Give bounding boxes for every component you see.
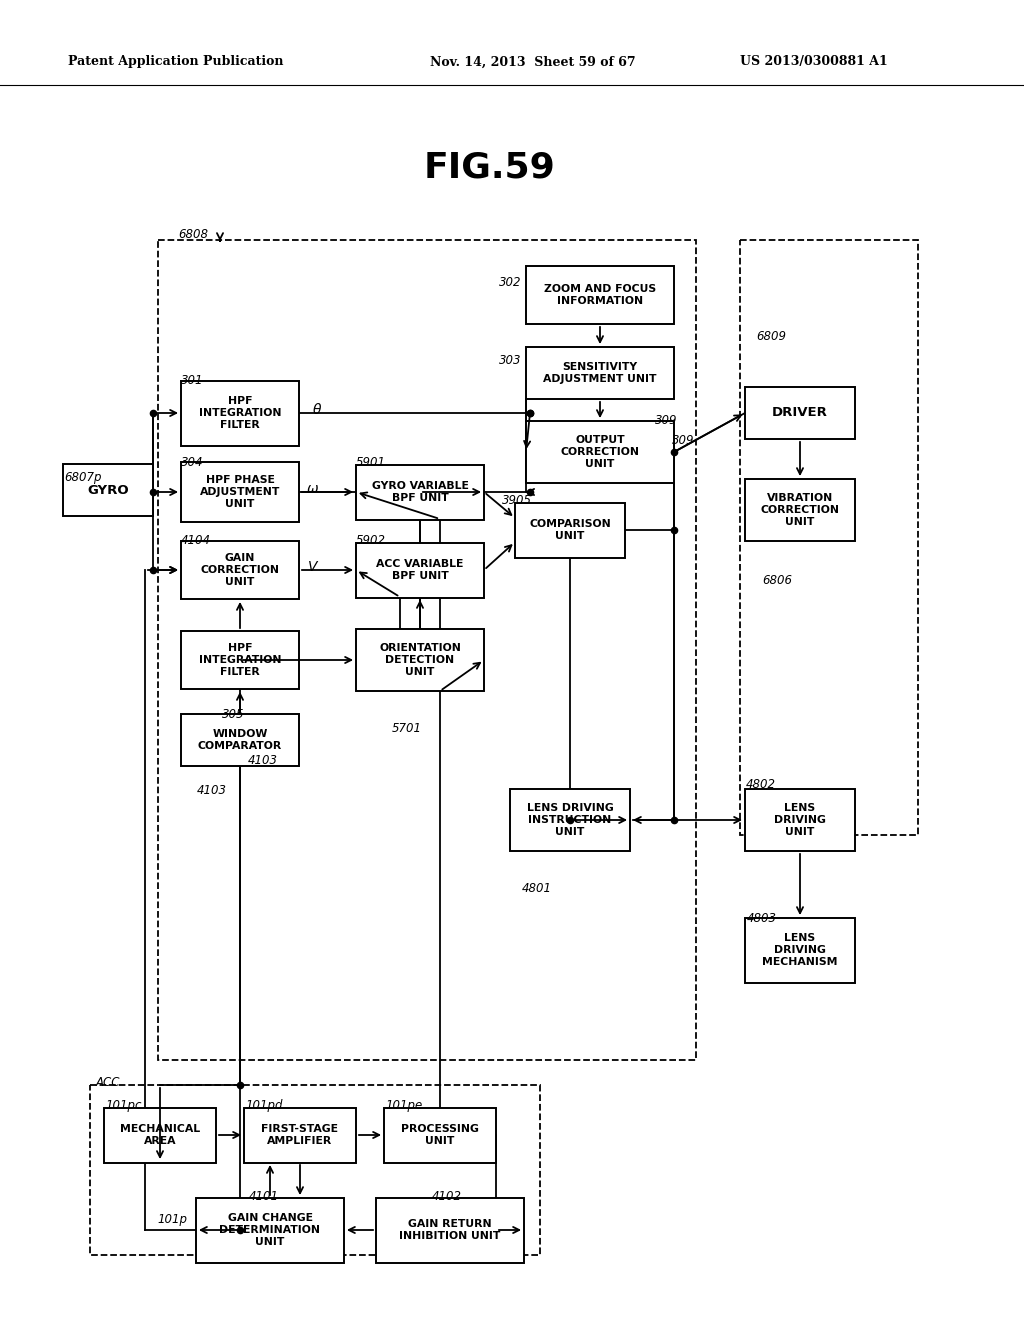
Text: 6807p: 6807p — [63, 471, 101, 484]
Bar — [181, 462, 299, 521]
Bar — [510, 789, 630, 851]
Text: GAIN
CORRECTION
UNIT: GAIN CORRECTION UNIT — [201, 553, 280, 586]
Text: 4102: 4102 — [432, 1189, 462, 1203]
Bar — [181, 541, 299, 599]
Text: $V$: $V$ — [307, 560, 319, 574]
Text: GYRO VARIABLE
BPF UNIT: GYRO VARIABLE BPF UNIT — [372, 482, 468, 503]
Bar — [196, 1197, 344, 1262]
Text: 302: 302 — [499, 276, 521, 289]
Bar — [181, 714, 299, 766]
Text: 309: 309 — [672, 433, 694, 446]
Text: $\theta$: $\theta$ — [312, 401, 323, 417]
Bar — [181, 631, 299, 689]
Text: 301: 301 — [181, 374, 204, 387]
Bar — [745, 789, 855, 851]
Bar — [526, 347, 674, 399]
Text: 3905: 3905 — [502, 494, 532, 507]
Text: LENS
DRIVING
UNIT: LENS DRIVING UNIT — [774, 804, 826, 837]
Text: LENS
DRIVING
MECHANISM: LENS DRIVING MECHANISM — [762, 933, 838, 966]
Text: MECHANICAL
AREA: MECHANICAL AREA — [120, 1125, 200, 1146]
Text: ACC VARIABLE
BPF UNIT: ACC VARIABLE BPF UNIT — [376, 560, 464, 581]
Text: $\omega$: $\omega$ — [306, 482, 319, 496]
Text: 4101: 4101 — [249, 1189, 279, 1203]
Text: HPF PHASE
ADJUSTMENT
UNIT: HPF PHASE ADJUSTMENT UNIT — [200, 475, 281, 508]
Bar — [356, 630, 484, 690]
Bar — [244, 1107, 356, 1163]
Text: FIG.59: FIG.59 — [424, 150, 556, 185]
Text: 4803: 4803 — [746, 912, 777, 924]
Text: US 2013/0300881 A1: US 2013/0300881 A1 — [740, 55, 888, 69]
Text: ACC: ACC — [96, 1076, 121, 1089]
Bar — [376, 1197, 524, 1262]
Text: 4802: 4802 — [746, 777, 776, 791]
Text: HPF
INTEGRATION
FILTER: HPF INTEGRATION FILTER — [199, 643, 282, 677]
Text: Nov. 14, 2013  Sheet 59 of 67: Nov. 14, 2013 Sheet 59 of 67 — [430, 55, 636, 69]
Bar — [526, 421, 674, 483]
Text: LENS DRIVING
INSTRUCTION
UNIT: LENS DRIVING INSTRUCTION UNIT — [526, 804, 613, 837]
Bar — [515, 503, 625, 557]
Bar — [745, 387, 855, 440]
Bar — [90, 1085, 540, 1255]
Text: 101p: 101p — [157, 1213, 187, 1226]
Text: 101pd: 101pd — [245, 1100, 283, 1113]
Text: Patent Application Publication: Patent Application Publication — [68, 55, 284, 69]
Text: 5901: 5901 — [356, 455, 386, 469]
Text: GYRO: GYRO — [87, 483, 129, 496]
Text: FIRST-STAGE
AMPLIFIER: FIRST-STAGE AMPLIFIER — [261, 1125, 339, 1146]
Text: GAIN CHANGE
DETERMINATION
UNIT: GAIN CHANGE DETERMINATION UNIT — [219, 1213, 321, 1246]
Bar — [526, 267, 674, 323]
Bar — [745, 917, 855, 982]
Bar — [181, 380, 299, 446]
Text: 304: 304 — [181, 455, 204, 469]
Text: DRIVER: DRIVER — [772, 407, 828, 420]
Text: 5902: 5902 — [356, 533, 386, 546]
Text: 6809: 6809 — [756, 330, 786, 342]
Bar — [745, 479, 855, 541]
Text: 4801: 4801 — [522, 882, 552, 895]
Text: 4103: 4103 — [248, 754, 278, 767]
Text: 101pc: 101pc — [105, 1100, 141, 1113]
Text: 5701: 5701 — [392, 722, 422, 734]
Text: WINDOW
COMPARATOR: WINDOW COMPARATOR — [198, 729, 283, 751]
Text: 4103: 4103 — [197, 784, 227, 796]
Text: OUTPUT
CORRECTION
UNIT: OUTPUT CORRECTION UNIT — [560, 436, 640, 469]
Text: 6806: 6806 — [762, 573, 792, 586]
Text: PROCESSING
UNIT: PROCESSING UNIT — [401, 1125, 479, 1146]
Text: 303: 303 — [499, 354, 521, 367]
Bar — [63, 465, 153, 516]
Bar — [356, 543, 484, 598]
Text: ORIENTATION
DETECTION
UNIT: ORIENTATION DETECTION UNIT — [379, 643, 461, 677]
Text: GAIN RETURN
INHIBITION UNIT: GAIN RETURN INHIBITION UNIT — [399, 1220, 501, 1241]
Text: ZOOM AND FOCUS
INFORMATION: ZOOM AND FOCUS INFORMATION — [544, 284, 656, 306]
Text: 6808: 6808 — [178, 227, 208, 240]
Text: 4104: 4104 — [181, 533, 211, 546]
Text: 305: 305 — [222, 708, 245, 721]
Text: 101pe: 101pe — [385, 1100, 422, 1113]
Bar — [384, 1107, 496, 1163]
Text: 309: 309 — [655, 413, 678, 426]
Bar — [740, 240, 918, 836]
Bar — [158, 240, 696, 1060]
Bar — [104, 1107, 216, 1163]
Text: SENSITIVITY
ADJUSTMENT UNIT: SENSITIVITY ADJUSTMENT UNIT — [544, 362, 656, 384]
Text: VIBRATION
CORRECTION
UNIT: VIBRATION CORRECTION UNIT — [761, 494, 840, 527]
Text: HPF
INTEGRATION
FILTER: HPF INTEGRATION FILTER — [199, 396, 282, 429]
Bar — [356, 465, 484, 520]
Text: COMPARISON
UNIT: COMPARISON UNIT — [529, 519, 611, 541]
